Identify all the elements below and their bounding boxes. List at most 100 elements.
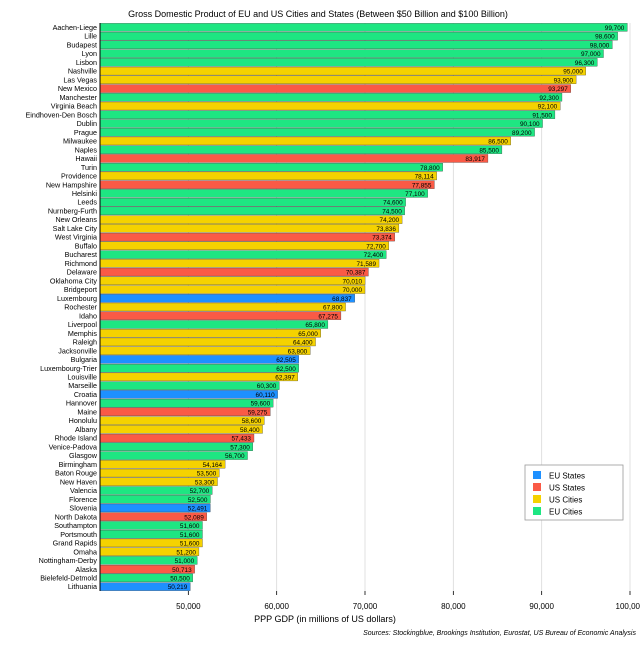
bar — [99, 119, 543, 128]
bar — [99, 180, 435, 189]
category-label: Hannover — [66, 399, 98, 408]
legend-items: EU States US States US Cities EU Cities — [533, 471, 585, 517]
bar — [99, 241, 390, 251]
category-label: Memphis — [68, 329, 98, 338]
data-label: 92,100 — [538, 104, 558, 111]
x-tick-label: 60,000 — [264, 602, 289, 611]
bar — [99, 425, 263, 434]
category-label: New Haven — [60, 477, 97, 486]
category-label: Luxembourg — [57, 294, 97, 303]
data-label: 73,374 — [372, 235, 392, 242]
category-label: New Orleans — [55, 215, 97, 224]
data-label: 64,400 — [293, 340, 313, 347]
data-label: 72,700 — [366, 243, 386, 250]
bars — [99, 23, 628, 591]
bar — [99, 171, 437, 181]
data-label: 70,387 — [346, 270, 366, 277]
category-label: Rhode Island — [55, 434, 97, 443]
category-label: Hawaii — [75, 154, 97, 163]
category-label: Prague — [74, 128, 97, 137]
data-label: 60,110 — [256, 392, 276, 399]
legend-label: EU States — [549, 472, 585, 481]
category-label: Oklahoma City — [50, 276, 98, 285]
bar — [99, 58, 598, 67]
category-label: New Mexico — [58, 84, 97, 93]
bar — [99, 346, 311, 355]
legend-swatch — [533, 471, 541, 479]
category-label: Nurnberg-Furth — [48, 206, 97, 215]
data-label: 78,114 — [415, 174, 435, 181]
category-label: Las Vegas — [63, 75, 97, 84]
bar — [99, 163, 443, 172]
data-label: 57,433 — [231, 436, 251, 443]
data-label: 74,500 — [382, 208, 402, 215]
bar — [99, 189, 428, 198]
category-label: Portsmouth — [60, 530, 97, 539]
bar — [99, 31, 618, 41]
data-label: 51,000 — [175, 558, 195, 565]
category-label: Valencia — [70, 486, 97, 495]
data-label: 70,000 — [342, 287, 362, 294]
bar — [99, 381, 280, 390]
bar — [99, 232, 395, 242]
category-label: Southampton — [54, 521, 97, 530]
x-axis-label: PPP GDP (in millions of US dollars) — [254, 614, 396, 624]
data-label: 58,400 — [240, 427, 260, 434]
legend-swatch — [533, 483, 541, 491]
bar — [99, 267, 369, 277]
bar — [99, 372, 298, 382]
legend-label: US States — [549, 484, 585, 493]
category-label: Glasgow — [69, 451, 98, 460]
category-label: Manchester — [59, 93, 97, 102]
category-label: Dublin — [77, 119, 97, 128]
bar — [99, 276, 366, 285]
category-label: Bridgeport — [64, 285, 97, 294]
data-label: 98,000 — [590, 42, 610, 49]
bar — [99, 145, 503, 154]
data-label: 78,800 — [420, 165, 440, 172]
data-label: 92,300 — [539, 95, 559, 102]
bar — [99, 363, 299, 373]
data-label: 52,500 — [188, 497, 208, 504]
category-labels: Aachen-LiegeLilleBudapestLyonLisbonNashv… — [25, 23, 97, 591]
bar — [99, 407, 271, 417]
data-label: 51,200 — [176, 549, 196, 556]
legend-frame — [524, 464, 624, 521]
data-label: 59,600 — [251, 401, 271, 408]
data-label: 72,400 — [364, 252, 384, 259]
bar — [99, 206, 405, 216]
bar — [99, 320, 329, 329]
data-label: 99,700 — [605, 25, 625, 32]
x-tick-label: 100,000 — [616, 602, 640, 611]
data-label: 67,275 — [318, 313, 338, 320]
data-label: 62,500 — [276, 366, 296, 373]
category-label: North Dakota — [55, 512, 97, 521]
category-label: Buffalo — [75, 241, 97, 250]
bar — [99, 337, 316, 347]
category-label: West Virginia — [55, 233, 97, 242]
bar — [99, 75, 577, 84]
bar — [99, 40, 613, 50]
data-label: 53,500 — [197, 471, 217, 478]
data-label: 58,600 — [242, 418, 262, 425]
data-label: 89,200 — [512, 130, 532, 137]
x-axis-ticks: 50,000 60,000 70,000 80,000 90,000 100,000 — [176, 591, 640, 611]
category-label: Nottingham-Derby — [39, 556, 98, 565]
bar — [99, 390, 278, 399]
data-label: 73,836 — [376, 226, 396, 233]
bar — [99, 311, 342, 320]
category-label: Lille — [84, 32, 97, 41]
bar — [99, 110, 556, 119]
x-tick-label: 90,000 — [529, 602, 554, 611]
bar — [99, 136, 511, 146]
bar — [99, 128, 535, 137]
category-label: Maine — [77, 407, 97, 416]
bar — [99, 259, 380, 268]
data-label: 53,300 — [195, 479, 215, 486]
category-label: Luxembourg-Trier — [40, 364, 97, 373]
category-label: Alaska — [75, 565, 97, 574]
bar — [99, 101, 561, 111]
legend-label: EU Cities — [549, 508, 582, 517]
